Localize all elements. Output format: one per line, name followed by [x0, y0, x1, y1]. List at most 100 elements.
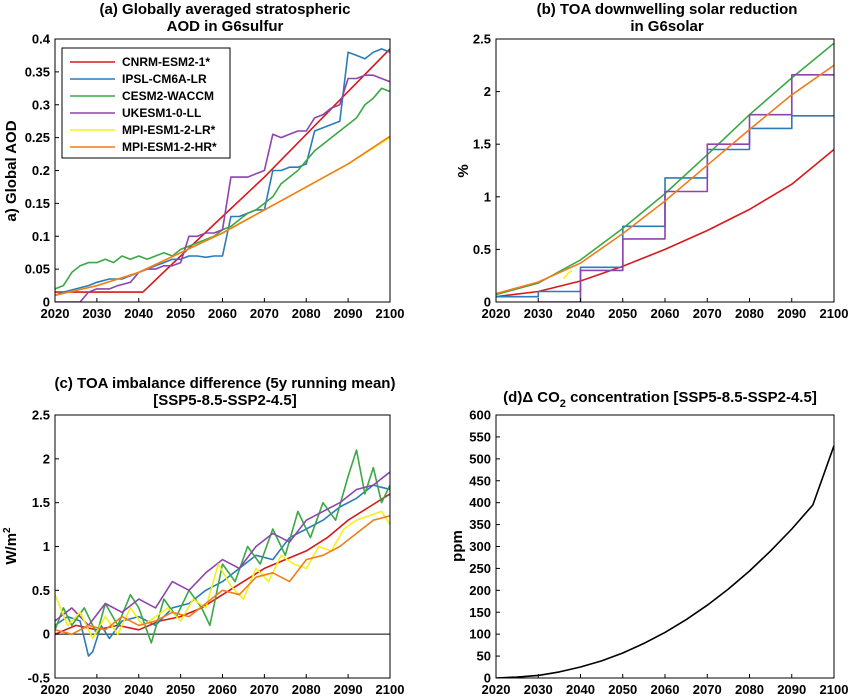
x-tick-label: 2070 — [250, 306, 279, 321]
x-tick-label: 2050 — [166, 306, 195, 321]
y-tick-label: 0.5 — [473, 242, 491, 257]
panel-b-title-line1: (b) TOA downwelling solar reduction — [537, 1, 798, 18]
x-tick-label: 2080 — [292, 306, 321, 321]
y-tick-label: 0.35 — [25, 64, 50, 79]
x-tick-label: 2080 — [735, 682, 764, 697]
x-tick-label: 2090 — [334, 682, 363, 697]
x-tick-label: 2100 — [820, 682, 849, 697]
series-line-ipsl-cm6a-lr — [55, 48, 390, 297]
x-tick-label: 2040 — [566, 682, 595, 697]
y-tick-label: 600 — [469, 408, 491, 423]
series-line-mpi-esm1-2-lr — [55, 510, 390, 640]
x-tick-label: 2040 — [124, 306, 153, 321]
y-tick-label: 150 — [469, 605, 491, 620]
y-tick-label: 2.5 — [473, 32, 491, 47]
panel-b-title-line2: in G6solar — [630, 18, 704, 35]
panel-d-title: (d)Δ CO2 concentration [SSP5-8.5-SSP2-4.… — [503, 389, 817, 410]
legend-label-mpi-lr: MPI-ESM1-2-LR* — [122, 123, 216, 137]
y-tick-label: 2.5 — [32, 408, 50, 423]
panel-d-title-suffix: concentration [SSP5-8.5-SSP2-4.5] — [566, 389, 817, 406]
y-tick-label: 450 — [469, 473, 491, 488]
axes-frame — [495, 38, 835, 303]
series-line-ipsl-cm6a-lr — [55, 484, 390, 657]
panel-a-legend: CNRM-ESM2-1* IPSL-CM6A-LR CESM2-WACCM UK… — [61, 47, 231, 159]
panel-c-ylabel-text: W/m — [3, 533, 20, 565]
y-tick-label: 1.5 — [473, 137, 491, 152]
y-tick-label: 0.1 — [32, 229, 50, 244]
x-tick-label: 2100 — [820, 306, 849, 321]
legend-label-cesm: CESM2-WACCM — [122, 89, 214, 103]
x-tick-label: 2100 — [376, 682, 405, 697]
y-tick-label: 1 — [484, 189, 491, 204]
panel-c-title-line2: [SSP5-8.5-SSP2-4.5] — [153, 392, 296, 409]
panel-c-ylabel: W/m2 — [2, 527, 20, 565]
y-tick-label: 350 — [469, 517, 491, 532]
panel-b-ylabel: % — [455, 164, 472, 177]
series-line-cnrm-esm2-1 — [55, 493, 390, 635]
series-line-cesm2-waccm — [496, 42, 834, 296]
y-tick-label: 500 — [469, 451, 491, 466]
y-tick-label: 250 — [469, 561, 491, 576]
y-tick-label: 0.4 — [32, 32, 51, 47]
panel-c-ylabel-sup: 2 — [2, 527, 13, 533]
panel-d-title-sub: 2 — [560, 398, 566, 410]
y-tick-label: 0 — [484, 295, 491, 310]
x-tick-label: 2090 — [334, 306, 363, 321]
y-tick-label: 50 — [477, 649, 491, 664]
y-tick-label: 0.05 — [25, 262, 50, 277]
x-tick-label: 2070 — [693, 306, 722, 321]
y-tick-label: 1 — [43, 539, 50, 554]
x-tick-label: 2040 — [566, 306, 595, 321]
x-tick-label: 2070 — [250, 682, 279, 697]
series-line-mpi-esm1-2-hr — [496, 64, 834, 295]
panel-b-solar-reduction-chart: (b) TOA downwelling solar reduction in G… — [455, 1, 848, 321]
y-tick-label: 0 — [43, 295, 50, 310]
legend-label-ipsl: IPSL-CM6A-LR — [122, 72, 207, 86]
series-line-ukesm1-0-ll — [55, 74, 390, 302]
y-tick-label: 100 — [469, 627, 491, 642]
x-tick-label: 2030 — [82, 682, 111, 697]
legend-label-ukesm: UKESM1-0-LL — [122, 106, 201, 120]
y-tick-label: 2 — [484, 84, 491, 99]
series-line-d — [496, 445, 834, 678]
panel-d-title-prefix: (d)Δ CO — [503, 389, 560, 406]
x-tick-label: 2070 — [693, 682, 722, 697]
x-tick-label: 2100 — [376, 306, 405, 321]
x-tick-label: 2030 — [82, 306, 111, 321]
series-line-ukesm1-0-ll — [55, 471, 390, 627]
x-tick-label: 2020 — [41, 682, 70, 697]
y-tick-label: 200 — [469, 583, 491, 598]
panel-a-ylabel: a) Global AOD — [3, 120, 20, 221]
y-tick-label: 0.5 — [32, 583, 50, 598]
y-tick-label: 0.15 — [25, 196, 50, 211]
x-tick-label: 2080 — [735, 306, 764, 321]
x-tick-label: 2030 — [524, 306, 553, 321]
panel-a-title-line2: AOD in G6sulfur — [167, 18, 284, 35]
panel-c-toa-imbalance-chart: (c) TOA imbalance difference (5y running… — [2, 375, 404, 697]
series-line-mpi-esm1-2-hr — [55, 515, 390, 636]
y-tick-label: 0 — [484, 671, 491, 686]
x-tick-label: 2060 — [651, 682, 680, 697]
x-tick-label: 2060 — [208, 682, 237, 697]
x-tick-label: 2090 — [777, 306, 806, 321]
x-tick-label: 2050 — [166, 682, 195, 697]
y-tick-label: 0 — [43, 627, 50, 642]
legend-label-mpi-hr: MPI-ESM1-2-HR* — [122, 140, 217, 154]
panel-a-plot-area: 2020 2030 2040 2050 2060 2070 2080 2090 2100 0 0.0… — [25, 32, 405, 322]
panel-d-plot-area: 2020 2030 2040 2050 2060 2070 2080 2090 2100 0 50 1… — [469, 408, 848, 698]
series-line-mpi-esm1-2-lr — [562, 269, 573, 280]
y-tick-label: 2 — [43, 451, 50, 466]
y-tick-label: 550 — [469, 429, 491, 444]
x-tick-label: 2060 — [651, 306, 680, 321]
x-tick-label: 2050 — [608, 682, 637, 697]
panel-c-plot-area: 2020 2030 2040 2050 2060 2070 2080 2090 2100 -0.5… — [28, 408, 405, 698]
y-tick-label: 0.25 — [25, 130, 50, 145]
y-tick-label: 400 — [469, 495, 491, 510]
series-line-cnrm-esm2-1 — [496, 148, 834, 298]
y-tick-label: 300 — [469, 539, 491, 554]
panel-a-aod-chart: (a) Globally averaged stratospheric AOD … — [3, 1, 404, 321]
x-tick-label: 2020 — [482, 306, 511, 321]
x-tick-label: 2090 — [777, 682, 806, 697]
x-tick-label: 2030 — [524, 682, 553, 697]
